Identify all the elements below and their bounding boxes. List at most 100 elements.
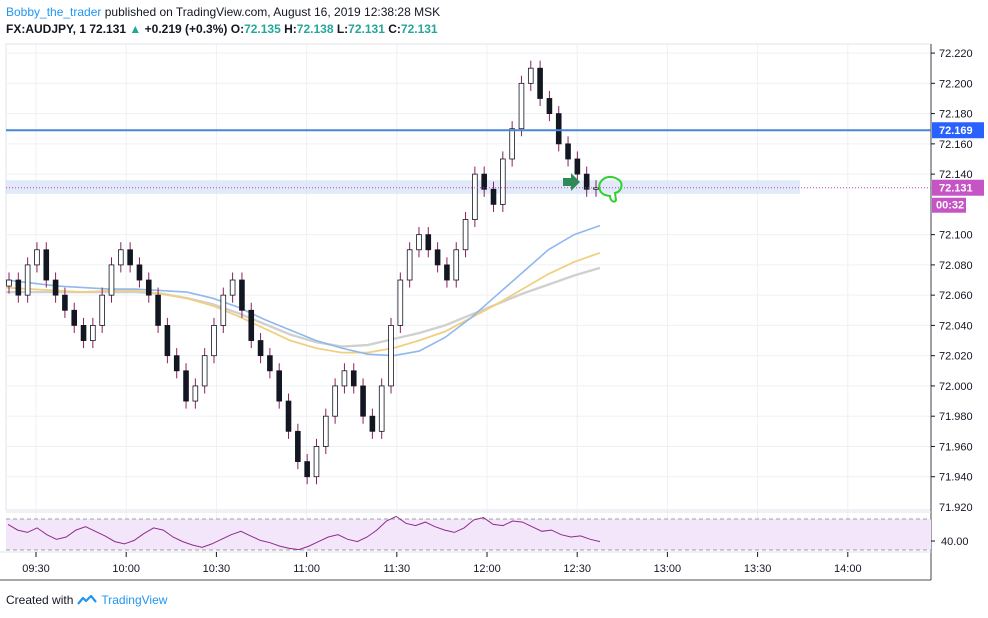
candle-body: [43, 249, 50, 281]
candle-body: [555, 113, 562, 145]
candle-body: [332, 385, 338, 417]
sma-blue-line: [5, 224, 601, 357]
candle-body: [108, 264, 115, 296]
x-tick-label: 13:30: [744, 563, 772, 575]
candle-body: [350, 370, 357, 387]
candle-body: [313, 446, 320, 478]
candle-body: [434, 249, 441, 266]
x-tick-label: 13:00: [654, 563, 682, 575]
candle-body: [397, 279, 404, 326]
candle-body: [546, 98, 553, 114]
y-tick-label: 71.980: [939, 411, 973, 423]
tradingview-brand[interactable]: TradingView: [101, 593, 168, 607]
low-value: 72.131: [348, 22, 385, 36]
y-tick-label: 72.060: [939, 290, 973, 302]
x-tick-label: 10:00: [112, 563, 140, 575]
current-price-badge: [932, 179, 984, 196]
candle-body: [220, 294, 227, 326]
close-value: 72.131: [400, 22, 438, 36]
low-label: L:: [336, 22, 349, 36]
close-label: C:: [388, 22, 401, 36]
candle-body: [509, 128, 515, 160]
price-change: +0.219 (+0.3%): [144, 22, 228, 36]
candle-body: [136, 264, 143, 281]
y-tick-label: 72.160: [939, 139, 973, 151]
footer: Created with TradingView: [6, 593, 167, 607]
candle-body: [537, 67, 543, 99]
high-label: H:: [284, 22, 297, 36]
y-tick-label: 72.000: [939, 381, 973, 393]
candle-body: [99, 294, 105, 326]
candle-body: [24, 264, 31, 296]
y-tick-label-partial: 71.920: [939, 502, 973, 514]
candle-body: [462, 219, 469, 251]
candle-body: [211, 325, 217, 357]
countdown-label: 00:32: [936, 200, 964, 212]
candle-body: [229, 279, 236, 296]
candle-body: [444, 264, 450, 281]
candle-body: [62, 294, 68, 311]
candle-body: [574, 158, 581, 175]
publish-line: Bobby_the_trader published on TradingVie…: [6, 4, 440, 21]
candle-body: [416, 234, 422, 251]
resistance-price-badge: [932, 122, 984, 139]
candle-body: [322, 415, 329, 447]
countdown-badge: [932, 197, 966, 213]
y-tick-label: 72.180: [939, 109, 973, 121]
candle-body: [527, 67, 534, 84]
candle-body: [183, 370, 189, 402]
green-arrow-icon: [563, 173, 580, 191]
rsi-line: [7, 515, 601, 551]
candle-body: [378, 385, 385, 432]
candle-body: [267, 355, 273, 372]
y-tick-label: 72.080: [939, 260, 973, 272]
candle-body: [145, 279, 152, 296]
candle-body: [34, 249, 40, 266]
candle-body: [388, 325, 394, 387]
symbol-name: FX:AUDJPY, 1: [6, 22, 87, 36]
candle-body: [518, 82, 525, 130]
x-tick-label: 09:30: [22, 563, 50, 575]
x-tick-label: 12:00: [473, 563, 501, 575]
y-tick-label: 72.140: [939, 169, 973, 181]
sma-yellow-line: [5, 251, 601, 354]
current-price-label: 72.131: [939, 183, 973, 195]
y-tick-label: 72.040: [939, 320, 973, 332]
candle-body: [481, 173, 487, 190]
symbol-line: FX:AUDJPY, 1 72.131 ▲ +0.219 (+0.3%) O: 7…: [6, 21, 440, 38]
up-triangle-icon: ▲: [129, 22, 142, 36]
x-tick-label: 12:30: [563, 563, 591, 575]
candle-body: [6, 279, 12, 287]
publish-info: published on TradingView.com, August 16,…: [104, 5, 441, 19]
candle-body: [155, 294, 161, 326]
y-tick-label: 72.100: [939, 230, 973, 242]
candle-body: [406, 249, 413, 281]
candle-body: [118, 249, 124, 266]
author-link[interactable]: Bobby_the_trader: [6, 5, 102, 19]
candle-body: [565, 143, 571, 160]
x-tick-label: 10:30: [203, 563, 231, 575]
y-tick-label: 71.940: [939, 472, 973, 484]
last-price: 72.131: [89, 22, 127, 36]
candle-body: [341, 370, 348, 387]
y-tick-label: 72.220: [939, 48, 973, 60]
candle-body: [425, 234, 432, 251]
candle-body: [285, 400, 292, 432]
candle-body: [239, 279, 245, 311]
created-with-label: Created with: [6, 593, 74, 607]
open-label: O:: [230, 22, 245, 36]
candle-body: [276, 370, 283, 402]
x-tick-label: 11:00: [293, 563, 320, 575]
y-tick-label: 72.200: [939, 78, 973, 90]
thumbs-down-icon: [598, 175, 623, 203]
rsi-level-label: 40.00: [941, 536, 969, 548]
support-zone: [6, 180, 800, 194]
candle-body: [164, 325, 171, 357]
candle-body: [15, 279, 22, 296]
candle-body: [500, 158, 506, 205]
candle-body: [52, 279, 59, 296]
high-value: 72.138: [296, 22, 334, 36]
candle-body: [127, 249, 133, 266]
candle-body: [80, 325, 87, 341]
